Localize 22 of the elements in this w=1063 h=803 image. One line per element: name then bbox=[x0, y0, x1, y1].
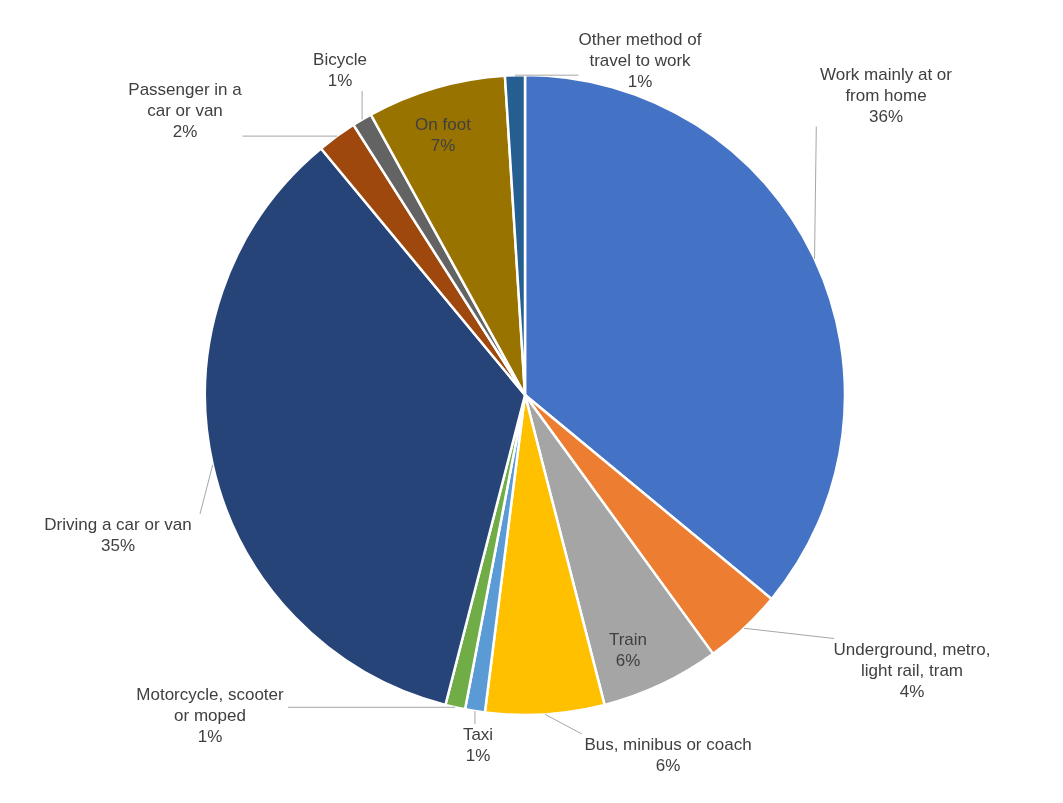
slice-label: Taxi bbox=[462, 725, 494, 744]
slice-label: Bus, minibus or coach bbox=[584, 735, 752, 754]
slice-label: Driving a car or van bbox=[44, 515, 192, 534]
data-label: 6% bbox=[655, 756, 681, 775]
slice-label: Motorcycle, scooter or moped bbox=[136, 684, 285, 725]
slice-label: Passenger in a car or van bbox=[128, 79, 243, 120]
slice-label: Train bbox=[608, 630, 648, 649]
data-label: 1% bbox=[327, 71, 353, 90]
slice-label: Bicycle bbox=[313, 50, 367, 69]
slice-label: Other method of travel to work bbox=[578, 29, 702, 70]
data-label: 6% bbox=[615, 651, 641, 670]
data-label: 1% bbox=[197, 726, 223, 746]
data-label: 1% bbox=[627, 71, 653, 91]
slice-label: On foot bbox=[415, 115, 472, 134]
data-label: 7% bbox=[430, 136, 456, 155]
data-label: 4% bbox=[899, 681, 925, 701]
data-label: 36% bbox=[868, 106, 904, 126]
data-label: 1% bbox=[465, 746, 491, 765]
slice-label: Work mainly at or from home bbox=[820, 64, 953, 105]
data-label: 35% bbox=[100, 536, 136, 555]
data-label: 2% bbox=[172, 121, 198, 141]
slice-label: Underground, metro, light rail, tram bbox=[833, 639, 991, 680]
